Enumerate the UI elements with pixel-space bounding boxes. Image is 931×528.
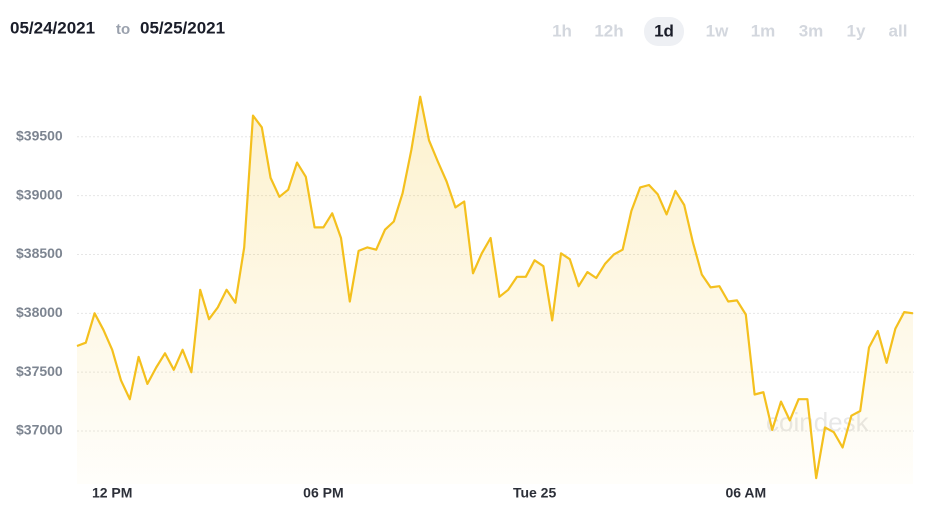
range-selector: 1h 12h 1d 1w 1m 3m 1y all [552,17,907,46]
range-button[interactable]: 1h [552,21,572,40]
price-line [76,95,914,480]
plot-area: $37000 $37500 $38000 $38500 $39000 $39500 12 P… [16,95,914,501]
range-button[interactable]: 1m [751,21,776,40]
x-tick-label: 06 AM [725,485,766,501]
y-tick-label: $37000 [16,422,63,438]
y-tick-label: $39500 [16,127,63,143]
date-to: 05/25/2021 [140,18,225,37]
y-tick-label: $38500 [16,245,63,261]
range-button[interactable]: 1y [847,21,866,40]
range-button[interactable]: 12h [594,21,623,40]
range-button[interactable]: 1w [706,21,729,40]
range-button[interactable]: 1d [654,21,674,40]
range-button[interactable]: all [889,21,908,40]
x-tick-label: Tue 25 [513,485,557,501]
y-tick-label: $37500 [16,363,63,379]
area-fill [77,96,913,484]
y-tick-label: $39000 [16,186,63,202]
range-active-bg [644,17,684,46]
x-tick-label: 06 PM [303,485,343,501]
x-tick-label: 12 PM [92,485,132,501]
y-tick-label: $38000 [16,304,63,320]
date-to-word: to [116,21,130,38]
range-button[interactable]: 3m [799,21,824,40]
date-from: 05/24/2021 [10,18,95,37]
